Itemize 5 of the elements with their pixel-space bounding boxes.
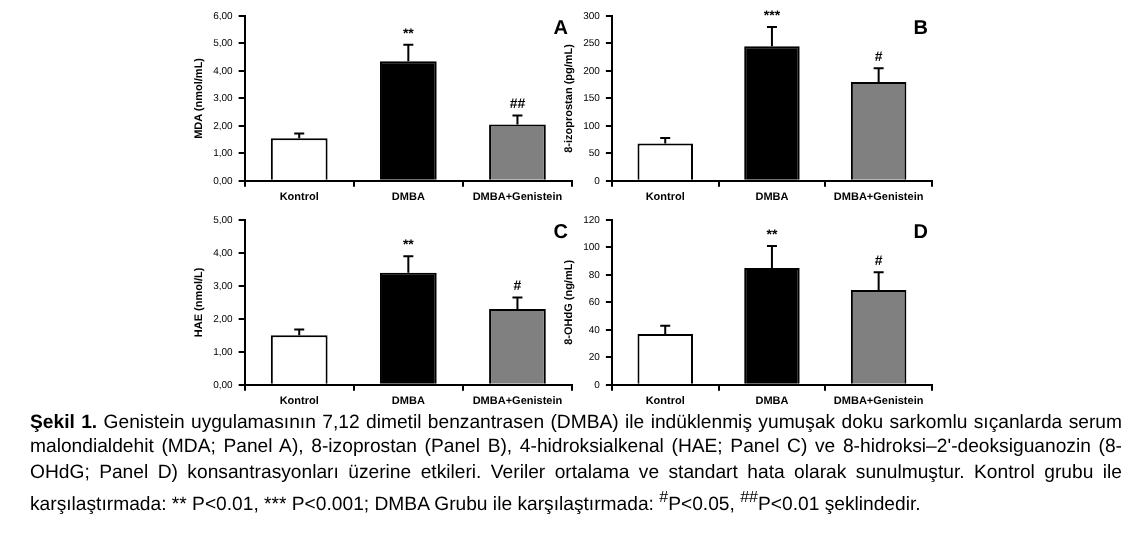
chart-title: A <box>553 17 568 40</box>
chart-title: C <box>553 221 568 244</box>
chart-title: D <box>913 221 928 244</box>
chart-title: B <box>913 17 928 40</box>
text: Şekil 1. <box>30 412 98 434</box>
